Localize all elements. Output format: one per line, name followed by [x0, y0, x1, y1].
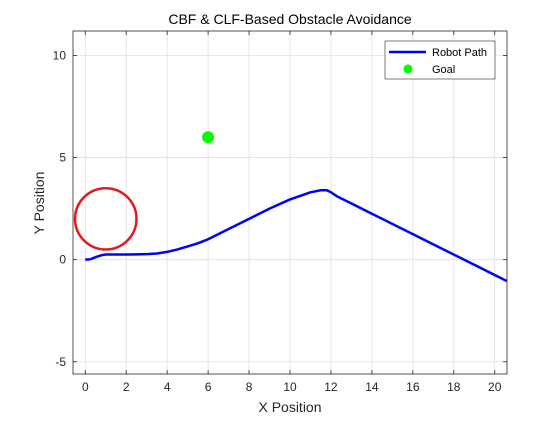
obstacle-circle	[73, 186, 138, 251]
y-tick-label: -5	[55, 355, 66, 369]
axis-ticks	[73, 31, 507, 374]
tick-labels: 0 2 4 6 8 10 12 14 16 18 20 -5 0 5 10	[53, 49, 502, 395]
x-tick-label: 6	[205, 380, 212, 394]
x-tick-label: 12	[324, 380, 338, 394]
grid	[73, 31, 507, 374]
y-tick-label: 10	[53, 49, 67, 63]
x-tick-label: 2	[123, 380, 130, 394]
plot-area	[73, 131, 507, 283]
x-tick-label: 8	[246, 380, 253, 394]
chart-title: CBF & CLF-Based Obstacle Avoidance	[168, 11, 412, 27]
legend: Robot Path Goal	[384, 40, 496, 80]
legend-robot-path-label: Robot Path	[432, 47, 487, 59]
y-tick-label: 0	[59, 253, 66, 267]
x-tick-label: 18	[447, 380, 461, 394]
x-tick-label: 4	[164, 380, 171, 394]
robot-path-line	[85, 189, 507, 283]
legend-box	[384, 40, 496, 80]
legend-goal-marker	[403, 64, 413, 74]
x-tick-label: 0	[82, 380, 89, 394]
x-axis-label: X Position	[258, 399, 321, 415]
legend-goal-label: Goal	[432, 64, 455, 76]
goal-point	[202, 131, 215, 144]
x-tick-label: 14	[365, 380, 379, 394]
x-tick-label: 20	[488, 380, 502, 394]
x-tick-label: 10	[283, 380, 297, 394]
y-axis-label: Y Position	[31, 172, 47, 235]
y-tick-label: 5	[59, 151, 66, 165]
x-tick-label: 16	[406, 380, 420, 394]
